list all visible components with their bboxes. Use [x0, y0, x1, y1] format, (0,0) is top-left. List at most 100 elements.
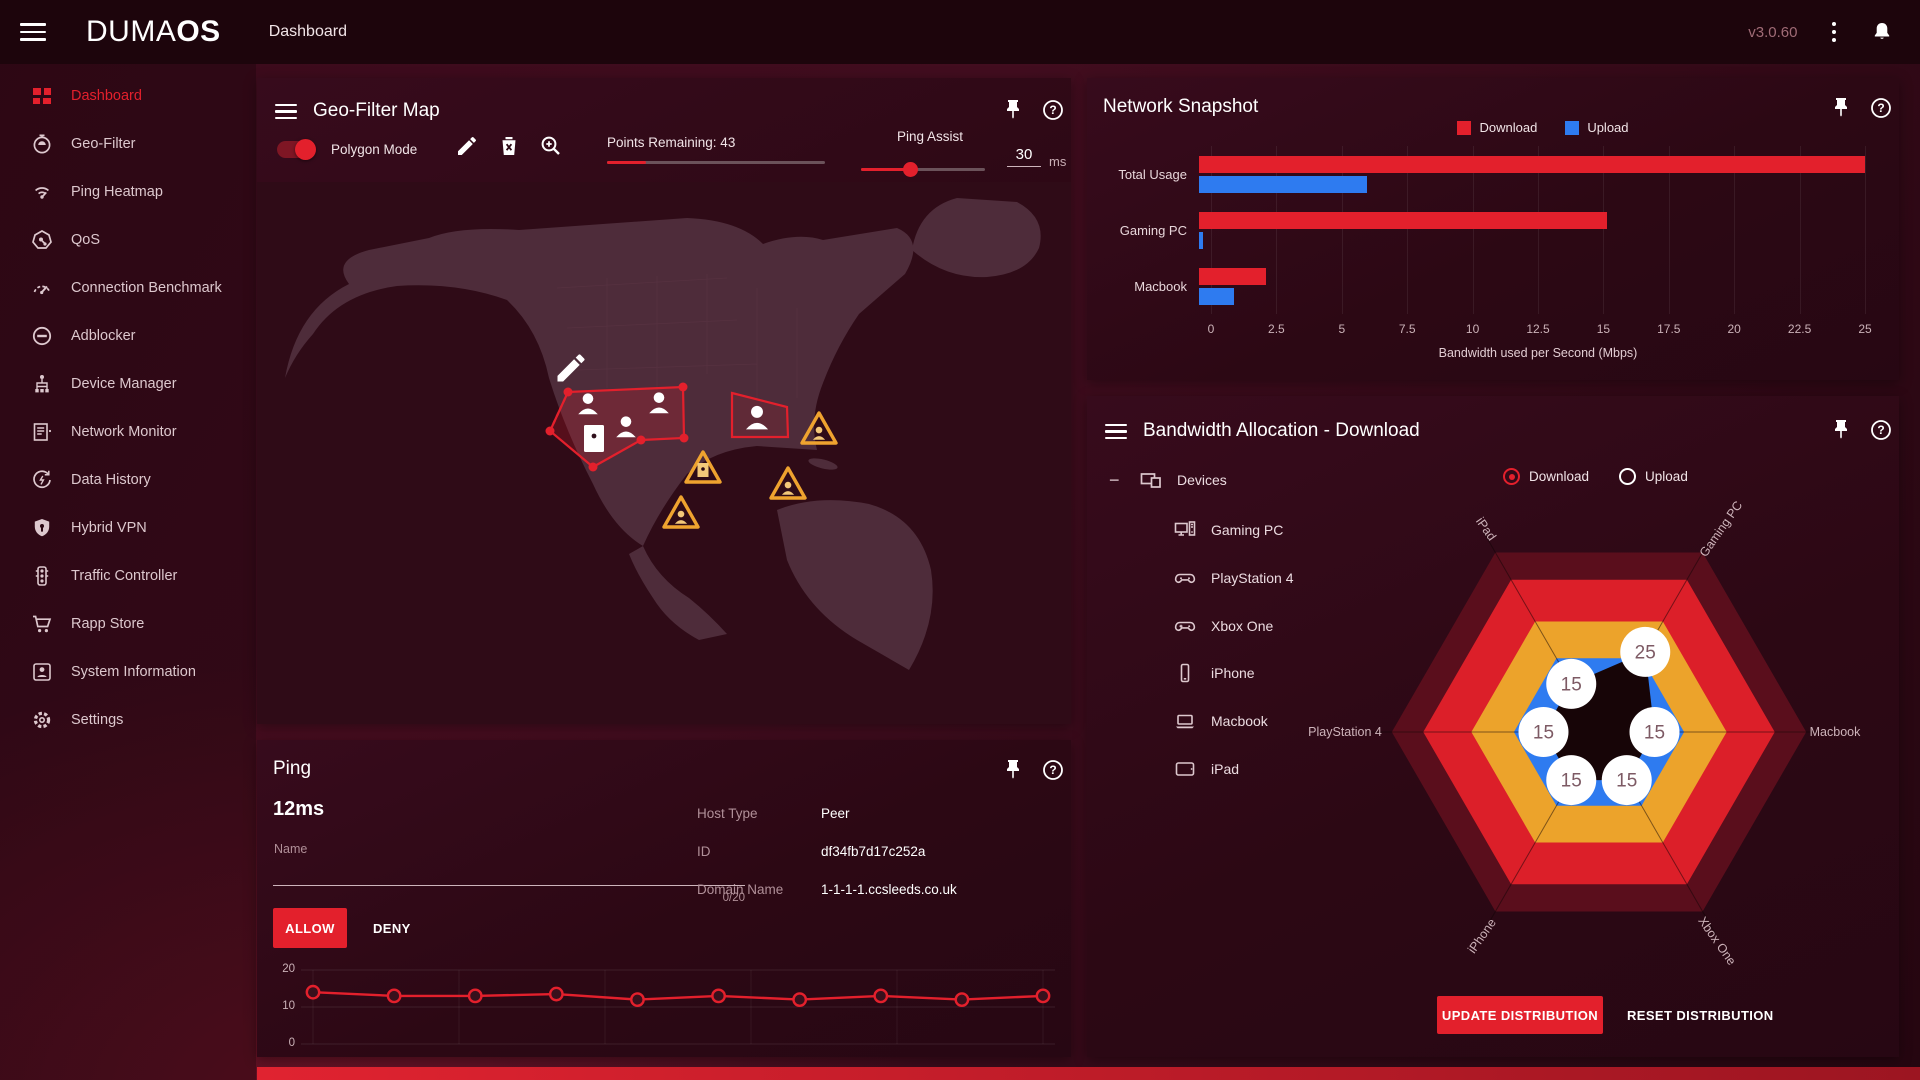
geofilter-polygon-west[interactable]	[545, 382, 689, 472]
radar-value-handle[interactable]	[1546, 658, 1597, 709]
sidebar-item-device-manager[interactable]: Device Manager	[0, 360, 256, 408]
pin-icon[interactable]	[1829, 96, 1853, 120]
radar-value-handle[interactable]	[1620, 626, 1671, 677]
x-tick-label: 7.5	[1398, 322, 1416, 336]
blocked-player-icons[interactable]	[662, 411, 838, 529]
chart-x-axis-title: Bandwidth used per Second (Mbps)	[1438, 346, 1638, 360]
reset-distribution-button[interactable]: RESET DISTRIBUTION	[1613, 996, 1788, 1034]
id-label: ID	[697, 844, 711, 859]
update-distribution-button[interactable]: UPDATE DISTRIBUTION	[1437, 996, 1603, 1034]
ping-assist-value-input[interactable]: 30	[1007, 146, 1041, 167]
deny-button[interactable]: DENY	[361, 908, 423, 948]
map-edit-pencil-icon	[557, 354, 585, 382]
device-label: iPhone	[1211, 665, 1255, 681]
allowed-server-icon[interactable]	[584, 425, 604, 452]
ping-line-chart: 20 10 0	[273, 962, 1055, 1052]
current-ping-value: 12ms	[273, 798, 325, 820]
category-label: Gaming PC	[1119, 222, 1187, 238]
svg-text:?: ?	[1877, 423, 1884, 437]
name-input[interactable]	[273, 858, 745, 886]
menu-icon[interactable]	[20, 23, 46, 41]
sidebar-item-system-information[interactable]: System Information	[0, 648, 256, 696]
sidebar-item-ping-heatmap[interactable]: Ping Heatmap	[0, 168, 256, 216]
geo-filter-icon	[30, 132, 54, 156]
rapp-store-icon	[30, 612, 54, 636]
id-value: df34fb7d17c252a	[821, 844, 926, 859]
delete-polygon-icon[interactable]	[497, 134, 521, 158]
sidebar-item-qos[interactable]: QoS	[0, 216, 256, 264]
radar-value-handle[interactable]	[1629, 707, 1680, 757]
sidebar-item-dashboard[interactable]: Dashboard	[0, 72, 256, 120]
char-counter: 0/20	[722, 892, 745, 904]
radar-axis-label-macbook: Macbook	[1809, 725, 1861, 739]
chart-legend: Download Upload	[1211, 120, 1875, 135]
device-row-playstation-4[interactable]: PlayStation 4	[1173, 566, 1294, 590]
download-legend-swatch	[1457, 120, 1472, 135]
system-information-icon	[30, 660, 54, 684]
more-options-icon[interactable]	[1828, 18, 1841, 47]
pin-icon[interactable]	[1001, 758, 1025, 782]
radar-value-handle[interactable]	[1518, 707, 1569, 757]
polygon-mode-toggle[interactable]	[277, 139, 316, 160]
x-tick-label: 15	[1596, 322, 1611, 336]
connection-benchmark-icon	[30, 276, 54, 300]
sidebar-item-traffic-controller[interactable]: Traffic Controller	[0, 552, 256, 600]
sidebar-item-label: Connection Benchmark	[71, 280, 222, 296]
radar-value-label: 25	[1635, 642, 1656, 663]
device-row-iphone[interactable]: iPhone	[1173, 661, 1255, 685]
ping-assist-slider[interactable]	[861, 168, 985, 171]
ping-data-point	[386, 988, 402, 1004]
zoom-in-icon[interactable]	[539, 134, 563, 158]
radar-value-handle[interactable]	[1601, 755, 1652, 806]
device-label: Xbox One	[1211, 618, 1274, 634]
collapse-icon[interactable]: −	[1109, 470, 1120, 490]
x-tick-label: 10	[1465, 322, 1480, 336]
pin-icon[interactable]	[1829, 418, 1853, 442]
notifications-bell-icon[interactable]	[1870, 20, 1894, 44]
draw-polygon-icon[interactable]	[455, 134, 479, 158]
sidebar-item-geo-filter[interactable]: Geo-Filter	[0, 120, 256, 168]
device-row-ipad[interactable]: iPad	[1173, 757, 1239, 781]
help-icon[interactable]: ?	[1869, 418, 1893, 442]
direction-radio-group: Download Upload	[1503, 468, 1688, 485]
device-row-xbox-one[interactable]: Xbox One	[1173, 614, 1273, 638]
y-tick-label: 0	[288, 1037, 295, 1049]
brand-logo: DUMAOS	[86, 15, 221, 48]
geo-filter-world-map[interactable]	[257, 182, 1071, 724]
help-icon[interactable]: ?	[1041, 98, 1065, 122]
sidebar-item-label: Ping Heatmap	[71, 184, 163, 200]
sidebar-item-adblocker[interactable]: Adblocker	[0, 312, 256, 360]
help-icon[interactable]: ?	[1869, 96, 1893, 120]
rapp-menu-icon[interactable]	[275, 104, 297, 119]
sidebar-item-hybrid-vpn[interactable]: Hybrid VPN	[0, 504, 256, 552]
polygon-vertex-handles[interactable]	[545, 382, 689, 472]
sidebar-item-label: QoS	[71, 232, 101, 248]
top-bar: DUMAOS Dashboard v3.0.60	[0, 0, 1920, 64]
pin-icon[interactable]	[1001, 98, 1025, 122]
panel-title: Ping	[273, 758, 312, 779]
upload-radio[interactable]: Upload	[1619, 468, 1688, 485]
settings-icon	[30, 708, 54, 732]
allow-button[interactable]: ALLOW	[273, 908, 347, 948]
download-radio[interactable]: Download	[1503, 468, 1589, 485]
ping-line	[312, 991, 1044, 1001]
sidebar-item-settings[interactable]: Settings	[0, 696, 256, 744]
radar-value-handle[interactable]	[1546, 755, 1597, 806]
ping-assist-slider-handle[interactable]	[903, 162, 918, 177]
sidebar-item-network-monitor[interactable]: Network Monitor	[0, 408, 256, 456]
x-tick-label: 2.5	[1268, 322, 1285, 336]
bar-row-total-usage: Total Usage	[1103, 146, 1865, 202]
ping-assist-label: Ping Assist	[897, 129, 964, 144]
svg-text:?: ?	[1049, 763, 1056, 777]
bottom-accent-bar	[257, 1067, 1920, 1080]
device-tree-root[interactable]: − Devices	[1109, 468, 1227, 492]
ping-data-point	[305, 984, 321, 1000]
device-row-gaming-pc[interactable]: Gaming PC	[1173, 518, 1283, 542]
ping-data-point	[1035, 988, 1051, 1004]
sidebar-item-connection-benchmark[interactable]: Connection Benchmark	[0, 264, 256, 312]
device-row-macbook[interactable]: Macbook	[1173, 709, 1268, 733]
help-icon[interactable]: ?	[1041, 758, 1065, 782]
sidebar-item-data-history[interactable]: Data History	[0, 456, 256, 504]
rapp-menu-icon[interactable]	[1105, 424, 1127, 439]
sidebar-item-rapp-store[interactable]: Rapp Store	[0, 600, 256, 648]
